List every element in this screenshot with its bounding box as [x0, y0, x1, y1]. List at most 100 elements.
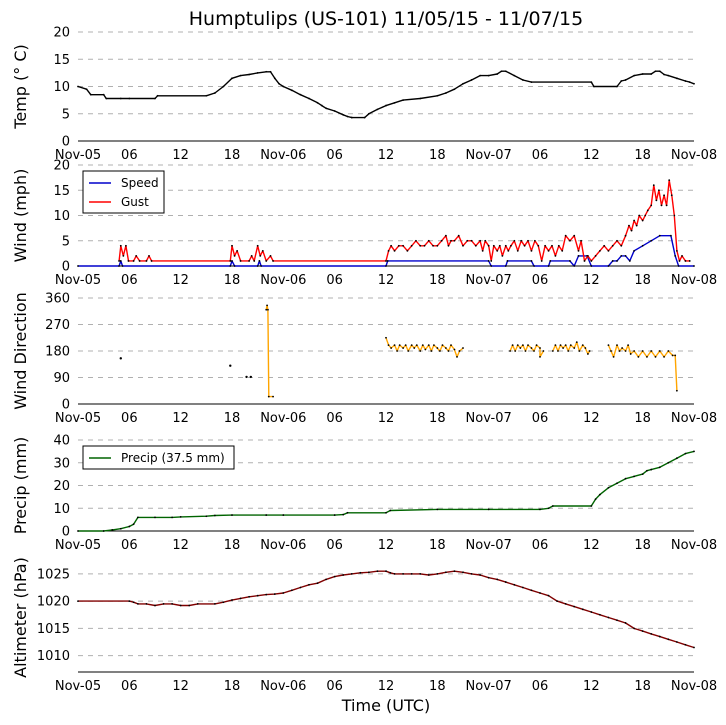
x-tick-label: 06 — [326, 273, 343, 288]
data-point — [611, 244, 614, 247]
data-point — [239, 260, 242, 262]
data-point — [402, 244, 405, 247]
data-point — [516, 344, 519, 347]
data-point — [196, 602, 199, 605]
data-point — [470, 79, 473, 81]
data-point — [407, 350, 410, 352]
data-point — [523, 244, 526, 247]
x-tick-label: Nov-05 — [55, 411, 101, 426]
x-tick-label: 06 — [532, 679, 549, 694]
data-point — [456, 355, 458, 358]
data-point — [654, 355, 657, 358]
x-tick-label: 12 — [378, 411, 395, 426]
x-tick-label: 12 — [378, 148, 395, 163]
data-point — [533, 350, 535, 352]
data-point — [470, 573, 473, 575]
data-point — [398, 344, 401, 347]
data-point — [612, 355, 615, 358]
data-point — [504, 244, 507, 247]
data-point — [444, 234, 447, 237]
data-point — [527, 239, 529, 242]
data-point — [530, 260, 533, 262]
x-tick-label: 12 — [583, 538, 600, 553]
panel-wind: 0 5 10 15 20 Nov-05 06 12 18 Nov-06 06 12 18 Nov-07 06… — [11, 159, 717, 289]
data-point — [646, 355, 648, 358]
data-point — [447, 244, 450, 247]
data-point — [138, 260, 141, 262]
series-line-dir-1 — [385, 337, 464, 358]
data-point — [641, 219, 644, 222]
data-point — [542, 350, 545, 352]
data-point — [530, 347, 533, 349]
y-tick-label: 0 — [62, 260, 70, 275]
data-point — [118, 265, 120, 267]
data-point — [316, 101, 319, 104]
data-point — [684, 260, 687, 262]
x-tick-label: Nov-06 — [260, 273, 306, 288]
data-point — [537, 244, 540, 247]
data-point — [132, 260, 135, 262]
data-point — [396, 350, 399, 352]
data-point — [667, 350, 670, 352]
data-point — [258, 260, 261, 262]
series-line-wind-1 — [118, 179, 690, 262]
y-tick-label: 5 — [62, 234, 70, 249]
data-point — [533, 239, 536, 242]
data-point — [259, 255, 262, 257]
data-point — [593, 85, 595, 88]
series-line-precip-0 — [78, 450, 695, 532]
data-point — [641, 630, 644, 633]
data-point — [393, 344, 396, 347]
data-point — [578, 350, 581, 352]
data-point — [527, 344, 529, 347]
data-point — [509, 350, 511, 352]
data-point — [282, 85, 285, 88]
data-point — [580, 239, 582, 242]
data-point — [627, 344, 630, 347]
data-point — [154, 604, 156, 607]
data-point — [521, 586, 524, 589]
x-tick-label: Nov-07 — [466, 538, 512, 553]
data-point — [77, 85, 79, 88]
data-point — [521, 79, 524, 81]
data-point — [633, 627, 636, 630]
data-point — [231, 599, 233, 601]
data-point — [150, 260, 153, 262]
data-point — [256, 594, 259, 597]
panel-dir: 0 90 180 270 360 Nov-05 06 12 18 Nov-06 06 12 18 Nov-… — [11, 292, 717, 427]
data-point — [433, 344, 435, 347]
data-point — [376, 570, 379, 573]
data-point — [427, 344, 430, 347]
data-point — [521, 344, 524, 347]
data-point — [569, 239, 571, 242]
data-point — [290, 89, 293, 92]
data-point — [444, 571, 447, 574]
data-point — [557, 350, 559, 352]
series-line-dir-3 — [552, 341, 591, 355]
y-tick-label: 1025 — [37, 567, 70, 582]
data-point — [658, 350, 661, 352]
data-point — [135, 255, 138, 257]
data-point — [611, 260, 614, 262]
data-point — [507, 249, 510, 252]
data-point — [450, 239, 452, 242]
x-tick-label: 06 — [121, 148, 138, 163]
data-point — [663, 194, 665, 197]
data-point — [635, 224, 638, 227]
data-point — [359, 571, 362, 574]
x-tick-label: Nov-07 — [466, 273, 512, 288]
data-point — [573, 347, 576, 349]
data-point — [501, 255, 504, 257]
data-point — [233, 265, 236, 267]
data-point — [462, 347, 464, 349]
data-point — [544, 244, 547, 247]
data-point — [490, 260, 493, 262]
x-tick-label: 12 — [172, 411, 189, 426]
data-point — [154, 97, 156, 100]
data-point — [504, 265, 507, 267]
y-tick-label: 20 — [53, 159, 70, 174]
x-tick-label: Nov-05 — [55, 538, 101, 553]
data-point — [530, 81, 533, 84]
data-point — [346, 115, 349, 118]
data-point — [119, 527, 122, 530]
